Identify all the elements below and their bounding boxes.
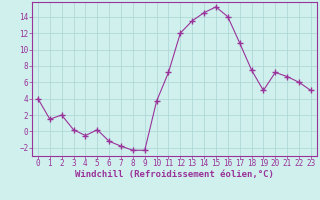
X-axis label: Windchill (Refroidissement éolien,°C): Windchill (Refroidissement éolien,°C): [75, 170, 274, 179]
